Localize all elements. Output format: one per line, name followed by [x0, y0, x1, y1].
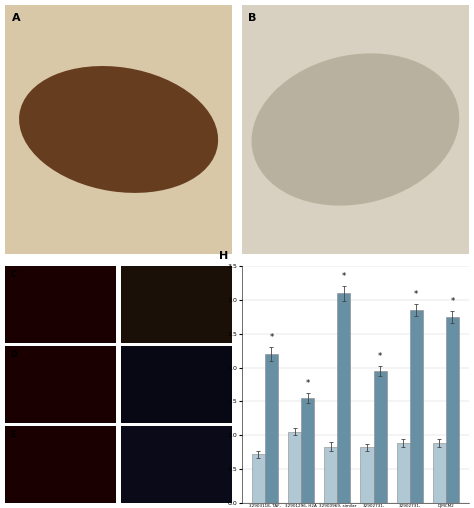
- Text: E: E: [10, 430, 16, 439]
- Bar: [446, 317, 459, 503]
- Bar: [433, 443, 446, 503]
- Bar: [265, 354, 278, 503]
- Text: C: C: [10, 270, 17, 279]
- Text: *: *: [378, 352, 382, 361]
- Bar: [301, 398, 314, 503]
- Text: *: *: [414, 290, 419, 299]
- Text: A: A: [11, 13, 20, 22]
- Bar: [288, 432, 301, 503]
- Text: *: *: [306, 379, 310, 388]
- Ellipse shape: [252, 53, 459, 206]
- Bar: [337, 293, 350, 503]
- Text: *: *: [342, 272, 346, 281]
- Ellipse shape: [19, 66, 218, 193]
- Text: H: H: [219, 251, 228, 261]
- Text: B: B: [248, 13, 257, 22]
- Text: *: *: [450, 297, 455, 306]
- Bar: [374, 371, 386, 503]
- Bar: [397, 443, 410, 503]
- Bar: [324, 447, 337, 503]
- Text: D: D: [10, 350, 18, 359]
- Bar: [360, 448, 374, 503]
- Text: *: *: [269, 333, 273, 342]
- Bar: [252, 454, 265, 503]
- Bar: [410, 310, 423, 503]
